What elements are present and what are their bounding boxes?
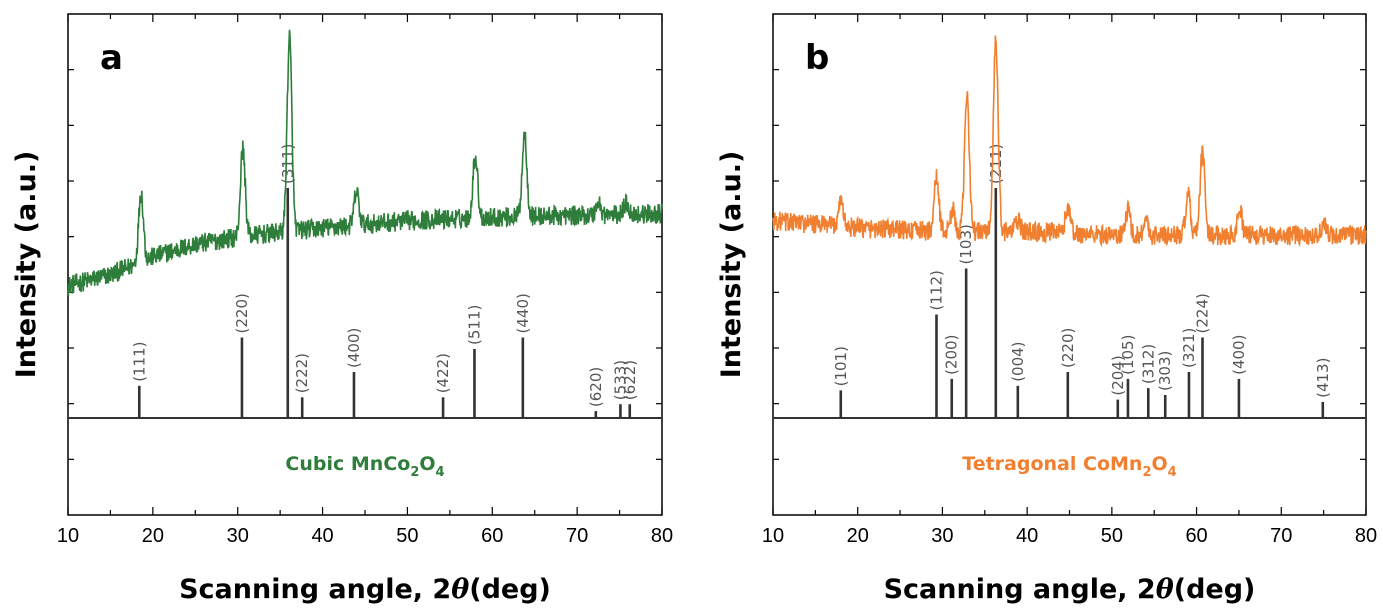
x-axis-title: Scanning angle, 2θ(deg) [179,574,551,605]
hkl-label: (533) [611,360,629,400]
measured-pattern-line [772,35,1367,248]
hkl-label: (200) [943,335,961,375]
x-tick-label: 30 [227,525,249,547]
x-tick-label: 70 [566,525,588,547]
x-tick-label: 20 [142,525,164,547]
hkl-label: (220) [233,293,251,333]
hkl-label: (400) [1230,335,1248,375]
hkl-label: (004) [1009,341,1027,381]
x-tick-label: 10 [57,525,79,547]
panel-a: 10 20 30 40 50 60 70 80(111)(220)(311)(222)(400… [11,13,673,605]
x-tick-label: 60 [481,525,503,547]
hkl-label: (222) [293,353,311,393]
hkl-label: (211) [987,144,1005,184]
panel-b: 10 20 30 40 50 60 70 80 (101) (112) (200) (103) (211… [716,13,1377,605]
hkl-label: (111) [130,341,148,381]
hkl-label: (303) [1156,351,1174,391]
x-tick-label: 60 [1185,525,1207,547]
hkl-label: (622) [621,360,639,400]
measured-pattern-line [67,29,663,296]
x-tick-label: 50 [1101,525,1123,547]
hkl-label: (105) [1119,335,1137,375]
panel-letter: b [805,38,829,78]
x-tick-label: 50 [396,525,418,547]
x-tick-label: 80 [651,525,673,547]
hkl-label: (101) [832,346,850,386]
plot-frame [67,13,663,516]
hkl-label: (204) [1109,355,1127,395]
hkl-label: (400) [345,328,363,368]
hkl-label: (620) [587,367,605,407]
x-tick-label: 80 [1355,525,1377,547]
x-tick-label: 30 [931,525,953,547]
x-tick-label: 20 [847,525,869,547]
hkl-label: (511) [465,305,483,345]
x-tick-label: 10 [762,525,784,547]
x-tick-label: 40 [1016,525,1038,547]
hkl-label: (413) [1314,358,1332,398]
y-axis-title: Intensity (a.u.) [11,151,42,379]
hkl-label: (312) [1139,344,1157,384]
x-tick-label: 40 [311,525,333,547]
hkl-label: (440) [514,293,532,333]
hkl-label: (224) [1194,293,1212,333]
hkl-label: (103) [957,224,975,264]
hkl-label: (422) [434,353,452,393]
y-axis-title: Intensity (a.u.) [716,151,747,379]
phase-label: Cubic MnCo2O4 [285,453,444,480]
hkl-label: (321) [1180,328,1198,368]
hkl-label: (220) [1059,328,1077,368]
plot-frame [772,13,1367,516]
hkl-label: (112) [927,270,945,310]
x-tick-label: 70 [1270,525,1292,547]
phase-label: Tetragonal CoMn2O4 [962,453,1176,480]
panel-letter: a [100,38,123,78]
x-axis-title: Scanning angle, 2θ(deg) [884,574,1256,605]
